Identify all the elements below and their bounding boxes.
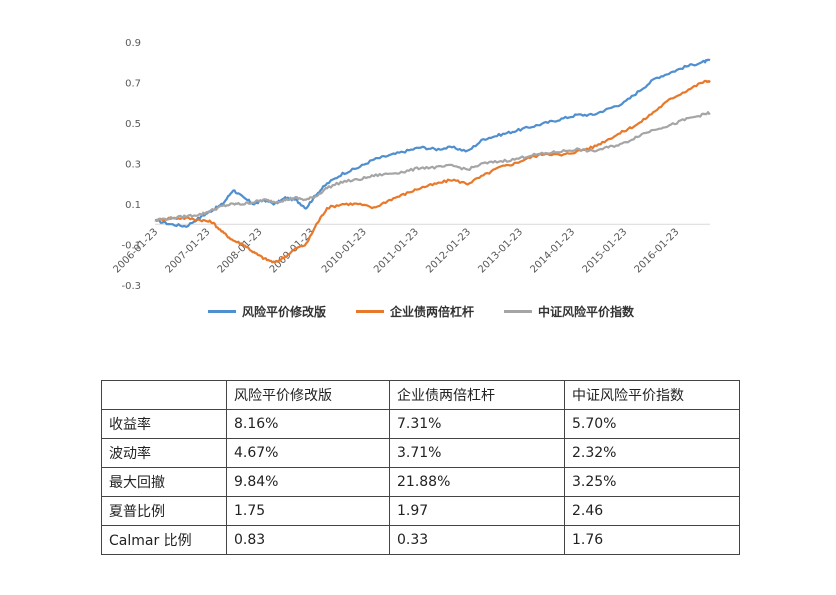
series-line <box>154 58 711 228</box>
y-tick-label: 0.5 <box>125 119 141 130</box>
series-line <box>154 79 711 264</box>
legend-item: 中证风险平价指数 <box>504 303 634 320</box>
legend-swatch-corporate-bond <box>356 310 385 313</box>
table-cell: 3.25% <box>564 467 740 497</box>
x-tick-label: 2008-01-23 <box>216 227 265 276</box>
legend-label: 风险平价修改版 <box>242 305 327 319</box>
table-header-cell: 企业债两倍杠杆 <box>389 380 565 410</box>
table-header-cell: 中证风险平价指数 <box>564 380 740 410</box>
legend-label: 中证风险平价指数 <box>538 305 635 319</box>
line-chart: 0.9 0.7 0.5 0.3 0.1 -0.1 -0.3 2006-01-23 2007-01… <box>112 38 711 292</box>
table-cell: 2.32% <box>564 438 740 468</box>
table-header-cell: 风险平价修改版 <box>226 380 390 410</box>
y-tick-label: 0.7 <box>125 79 141 90</box>
x-tick-label: 2013-01-23 <box>476 227 525 276</box>
x-tick-label: 2006-01-23 <box>112 227 161 276</box>
table-row: 夏普比例 1.75 1.97 2.46 <box>101 496 740 526</box>
y-tick-label: -0.3 <box>121 281 141 292</box>
row-label: 收益率 <box>101 409 227 439</box>
y-tick-label: 0.9 <box>125 38 141 49</box>
x-tick-label: 2010-01-23 <box>320 227 369 276</box>
table-cell: 3.71% <box>389 438 565 468</box>
table-cell: 1.75 <box>226 496 390 526</box>
row-label: 夏普比例 <box>101 496 227 526</box>
table-cell: 7.31% <box>389 409 565 439</box>
row-label: 波动率 <box>101 438 227 468</box>
table-row: 收益率 8.16% 7.31% 5.70% <box>101 409 740 439</box>
table-header-row: 风险平价修改版 企业债两倍杠杆 中证风险平价指数 <box>101 380 740 410</box>
x-tick-label: 2007-01-23 <box>164 227 213 276</box>
table-cell: 2.46 <box>564 496 740 526</box>
x-tick-label: 2014-01-23 <box>528 227 577 276</box>
row-label: Calmar 比例 <box>101 525 227 555</box>
table-row: 最大回撤 9.84% 21.88% 3.25% <box>101 467 740 497</box>
chart-legend: 风险平价修改版 企业债两倍杠杆 中证风险平价指数 <box>208 303 634 320</box>
table-cell: 21.88% <box>389 467 565 497</box>
row-label: 最大回撤 <box>101 467 227 497</box>
table-cell: 0.83 <box>226 525 390 555</box>
table-cell: 5.70% <box>564 409 740 439</box>
table-cell: 1.97 <box>389 496 565 526</box>
x-tick-label: 2016-01-23 <box>633 227 682 276</box>
legend-item: 风险平价修改版 <box>208 303 326 320</box>
table-row: 波动率 4.67% 3.71% 2.32% <box>101 438 740 468</box>
y-tick-label: 0.3 <box>125 160 141 171</box>
x-tick-label: 2012-01-23 <box>424 227 473 276</box>
x-tick-label: 2015-01-23 <box>581 227 630 276</box>
y-tick-label: 0.1 <box>125 200 141 211</box>
y-tick-label: -0.1 <box>121 241 141 252</box>
table-cell: 8.16% <box>226 409 390 439</box>
table-cell: 9.84% <box>226 467 390 497</box>
table-row: Calmar 比例 0.83 0.33 1.76 <box>101 525 740 555</box>
table-cell: 1.76 <box>564 525 740 555</box>
stats-table: 风险平价修改版 企业债两倍杠杆 中证风险平价指数 收益率 8.16% 7.31%… <box>101 380 740 555</box>
x-tick-label: 2011-01-23 <box>372 227 421 276</box>
table-cell: 4.67% <box>226 438 390 468</box>
series-line <box>154 111 711 222</box>
legend-swatch-csi-risk-parity <box>504 310 533 313</box>
table-cell: 0.33 <box>389 525 565 555</box>
legend-item: 企业债两倍杠杆 <box>356 303 474 320</box>
table-header-cell <box>101 380 227 410</box>
legend-swatch-risk-parity-modified <box>208 310 236 313</box>
legend-label: 企业债两倍杠杆 <box>390 305 475 319</box>
